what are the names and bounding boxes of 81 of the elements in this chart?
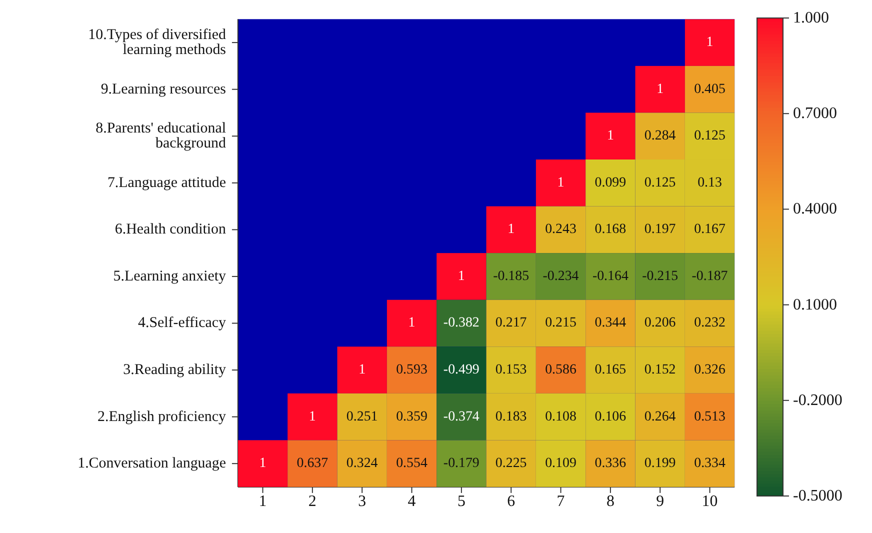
data-label: 0.13 [698,175,722,190]
data-label: 0.206 [644,316,676,331]
data-label: -0.374 [443,409,480,424]
data-label: -0.187 [692,268,728,284]
data-label: 0.284 [644,128,676,144]
x-tick-label: 2 [308,493,316,510]
y-tick-label: 2.English proficiency [98,408,227,425]
data-label: -0.382 [443,316,480,331]
data-label: -0.179 [443,456,480,472]
data-label: 1 [308,409,316,424]
data-label: -0.499 [443,362,480,378]
data-label: 1 [259,456,266,472]
data-label: -0.234 [542,268,579,284]
data-label: 1 [458,268,465,284]
data-label: 0.336 [594,456,626,472]
data-label: 1 [606,128,614,144]
data-label: 0.197 [644,222,676,238]
x-tick-label: 7 [556,493,565,510]
color-bar-label: 1.000 [792,10,829,26]
data-label: 1 [358,362,366,378]
y-tick-label: 4.Self-efficacy [138,315,227,332]
data-label: -0.164 [592,268,628,284]
data-label: 0.359 [396,409,428,424]
x-tick-label: 1 [258,493,267,510]
data-label: -0.185 [493,268,530,284]
data-label: 0.243 [545,222,576,238]
data-label: 0.215 [545,316,576,331]
data-label: 1 [508,222,515,238]
color-bar-label: 0.1000 [792,296,837,314]
data-label: 1 [656,82,664,97]
color-bar-label: -0.5000 [792,488,842,504]
y-tick-label: 3.Reading ability [123,362,227,378]
y-tick-label: 8.Parents' educational background [96,120,227,152]
y-tick-label: 1.Conversation language [78,456,226,472]
data-label: 0.183 [495,409,527,424]
data-label: 0.232 [694,316,726,331]
data-label: 0.264 [644,409,676,424]
data-label: 0.637 [296,456,328,472]
x-tick-label: 3 [358,493,366,510]
data-label: 0.251 [346,409,378,424]
data-label: 0.106 [594,409,626,424]
data-label: 0.109 [545,456,576,472]
x-tick-label: 10 [702,493,718,510]
y-tick-label: 7.Language attitude [107,174,226,191]
x-tick-label: 8 [606,493,614,510]
x-tick-label: 5 [457,493,466,510]
data-label: 0.125 [644,175,676,190]
color-bar-label: 0.4000 [792,200,837,218]
data-label: 0.152 [644,362,676,378]
y-tick-label: 5.Learning anxiety [113,268,227,284]
data-label: 0.326 [694,362,726,378]
data-label: 0.225 [495,456,527,472]
data-label: 0.168 [594,222,626,238]
data-label: 0.513 [694,409,726,424]
y-tick-label: 9.Learning resources [100,81,226,98]
data-label: 0.217 [495,316,527,331]
data-label: 0.125 [694,128,726,144]
data-label: 0.344 [594,316,626,331]
x-tick-label: 6 [507,493,516,510]
data-label: 0.108 [545,409,576,424]
x-tick-label: 9 [656,493,664,510]
data-label: 0.167 [694,222,726,238]
data-label: -0.215 [642,268,678,284]
data-label: 0.586 [545,362,576,378]
data-label: 0.554 [396,456,428,472]
data-label: 1 [557,175,564,190]
y-tick-label: 10.Types of diversified learning methods [88,27,227,58]
color-bar-label: 0.7000 [792,105,837,122]
data-label: 0.334 [694,456,726,472]
data-label: 0.405 [694,82,726,97]
color-bar-label: -0.2000 [792,392,842,409]
x-tick-label: 4 [408,493,416,510]
data-label: 0.165 [594,362,626,378]
data-label: 1 [408,316,416,331]
data-label: 0.324 [346,456,378,472]
data-label: 0.199 [644,456,676,472]
y-tick-label: 6.Health condition [114,222,227,238]
data-label: 0.153 [495,362,527,378]
data-label: 1 [706,35,714,50]
data-label: 0.099 [594,175,626,190]
data-label: 0.593 [396,362,428,378]
